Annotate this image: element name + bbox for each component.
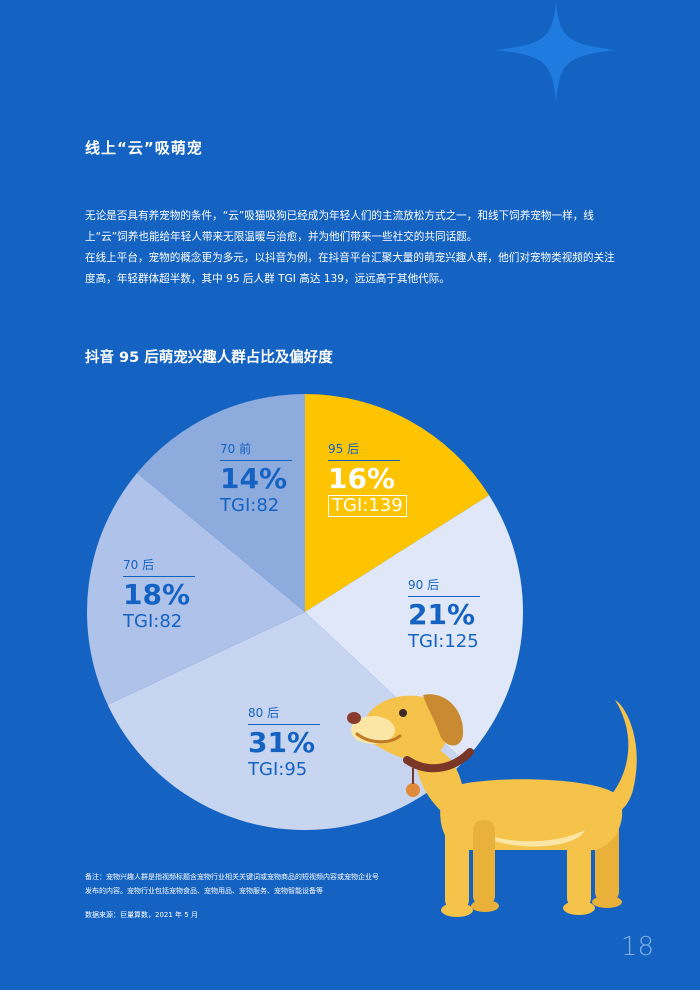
slice-percent: 16% [328,462,396,495]
paragraph-2: 在线上平台，宠物的概念更为多元，以抖音为例，在抖音平台汇聚大量的萌宠兴趣人群，他… [85,252,615,285]
pie-slice-3 [87,473,306,705]
footnote-line-2: 发布的内容。宠物行业包括宠物食品、宠物用品、宠物服务、宠物智能设备等 [85,887,323,895]
slice-percent: 18% [123,578,191,611]
footnote: 备注：宠物兴趣人群是指视频标题含宠物行业相关关键词或宠物商品的短视频内容或宠物企… [85,870,445,898]
pie-slice-2 [107,612,464,830]
pie-slice-4 [137,394,305,612]
footnote-line-1: 备注：宠物兴趣人群是指视频标题含宠物行业相关关键词或宠物商品的短视频内容或宠物企… [85,873,379,881]
pie-slice-1 [305,495,523,762]
slice-percent: 14% [220,462,288,495]
slice-name: 90 后 [408,576,480,597]
slice-percent: 21% [408,598,476,631]
slice-tgi: TGI:82 [220,495,280,516]
paragraph-1: 无论是否具有养宠物的条件，“云”吸猫吸狗已经成为年轻人们的主流放松方式之一，和线… [85,210,594,243]
slice-label-80: 80 后 31% TGI:95 [248,704,320,781]
slice-label-pre70: 70 前 14% TGI:82 [220,440,292,517]
dog-illustration [347,694,637,917]
page-number: 18 [620,932,654,962]
slice-name: 80 后 [248,704,320,725]
slice-tgi: TGI:95 [248,759,308,780]
pie-slice-0 [305,394,490,612]
slice-name: 70 前 [220,440,292,461]
sparkle-icon [496,2,616,102]
slice-name: 95 后 [328,440,400,461]
slice-label-70: 70 后 18% TGI:82 [123,556,195,633]
section-title: 线上“云”吸萌宠 [85,139,203,157]
slice-tgi: TGI:139 [328,495,407,517]
slice-tgi: TGI:82 [123,611,183,632]
slice-label-95: 95 后 16% TGI:139 [328,440,407,517]
chart-title: 抖音 95 后萌宠兴趣人群占比及偏好度 [85,350,333,366]
slice-name: 70 后 [123,556,195,577]
data-source: 数据来源：巨量算数，2021 年 5 月 [85,911,198,919]
slice-label-90: 90 后 21% TGI:125 [408,576,480,653]
slice-tgi: TGI:125 [408,631,479,652]
slice-percent: 31% [248,726,316,759]
